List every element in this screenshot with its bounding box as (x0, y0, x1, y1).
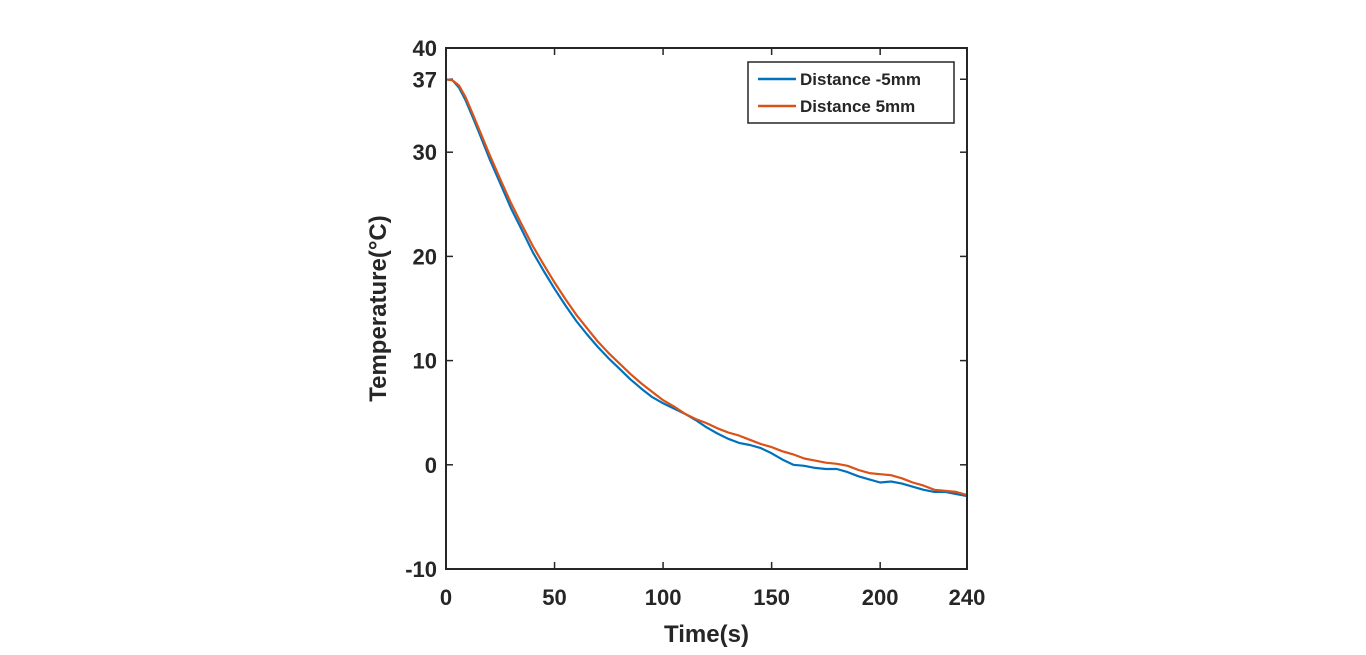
series-line (445, 78, 968, 498)
x-tick-label: 150 (753, 585, 790, 610)
legend: Distance -5mm Distance 5mm (747, 61, 955, 124)
plot-frame (445, 47, 968, 570)
x-tick-label: 200 (862, 585, 899, 610)
y-tick-label: 37 (413, 67, 437, 92)
legend-label: Distance 5mm (800, 97, 915, 116)
x-tick-label: 50 (542, 585, 566, 610)
y-tick-label: 10 (413, 349, 437, 374)
y-tick-label: 30 (413, 140, 437, 165)
y-axis-label: Temperature(°C) (365, 215, 392, 402)
x-axis-label: Time(s) (664, 621, 749, 648)
y-tick-label: 20 (413, 244, 437, 269)
legend-box (747, 61, 955, 124)
x-tick-label: 0 (440, 585, 452, 610)
y-tick-label: 0 (425, 453, 437, 478)
legend-label: Distance -5mm (800, 70, 921, 89)
frame-layer (445, 47, 968, 570)
y-tick-label: -10 (405, 557, 437, 582)
x-tick-label: 100 (645, 585, 682, 610)
y-tick-label: 40 (413, 36, 437, 61)
x-tick-label: 240 (949, 585, 986, 610)
series-line (445, 78, 968, 497)
series-layer (445, 78, 968, 498)
